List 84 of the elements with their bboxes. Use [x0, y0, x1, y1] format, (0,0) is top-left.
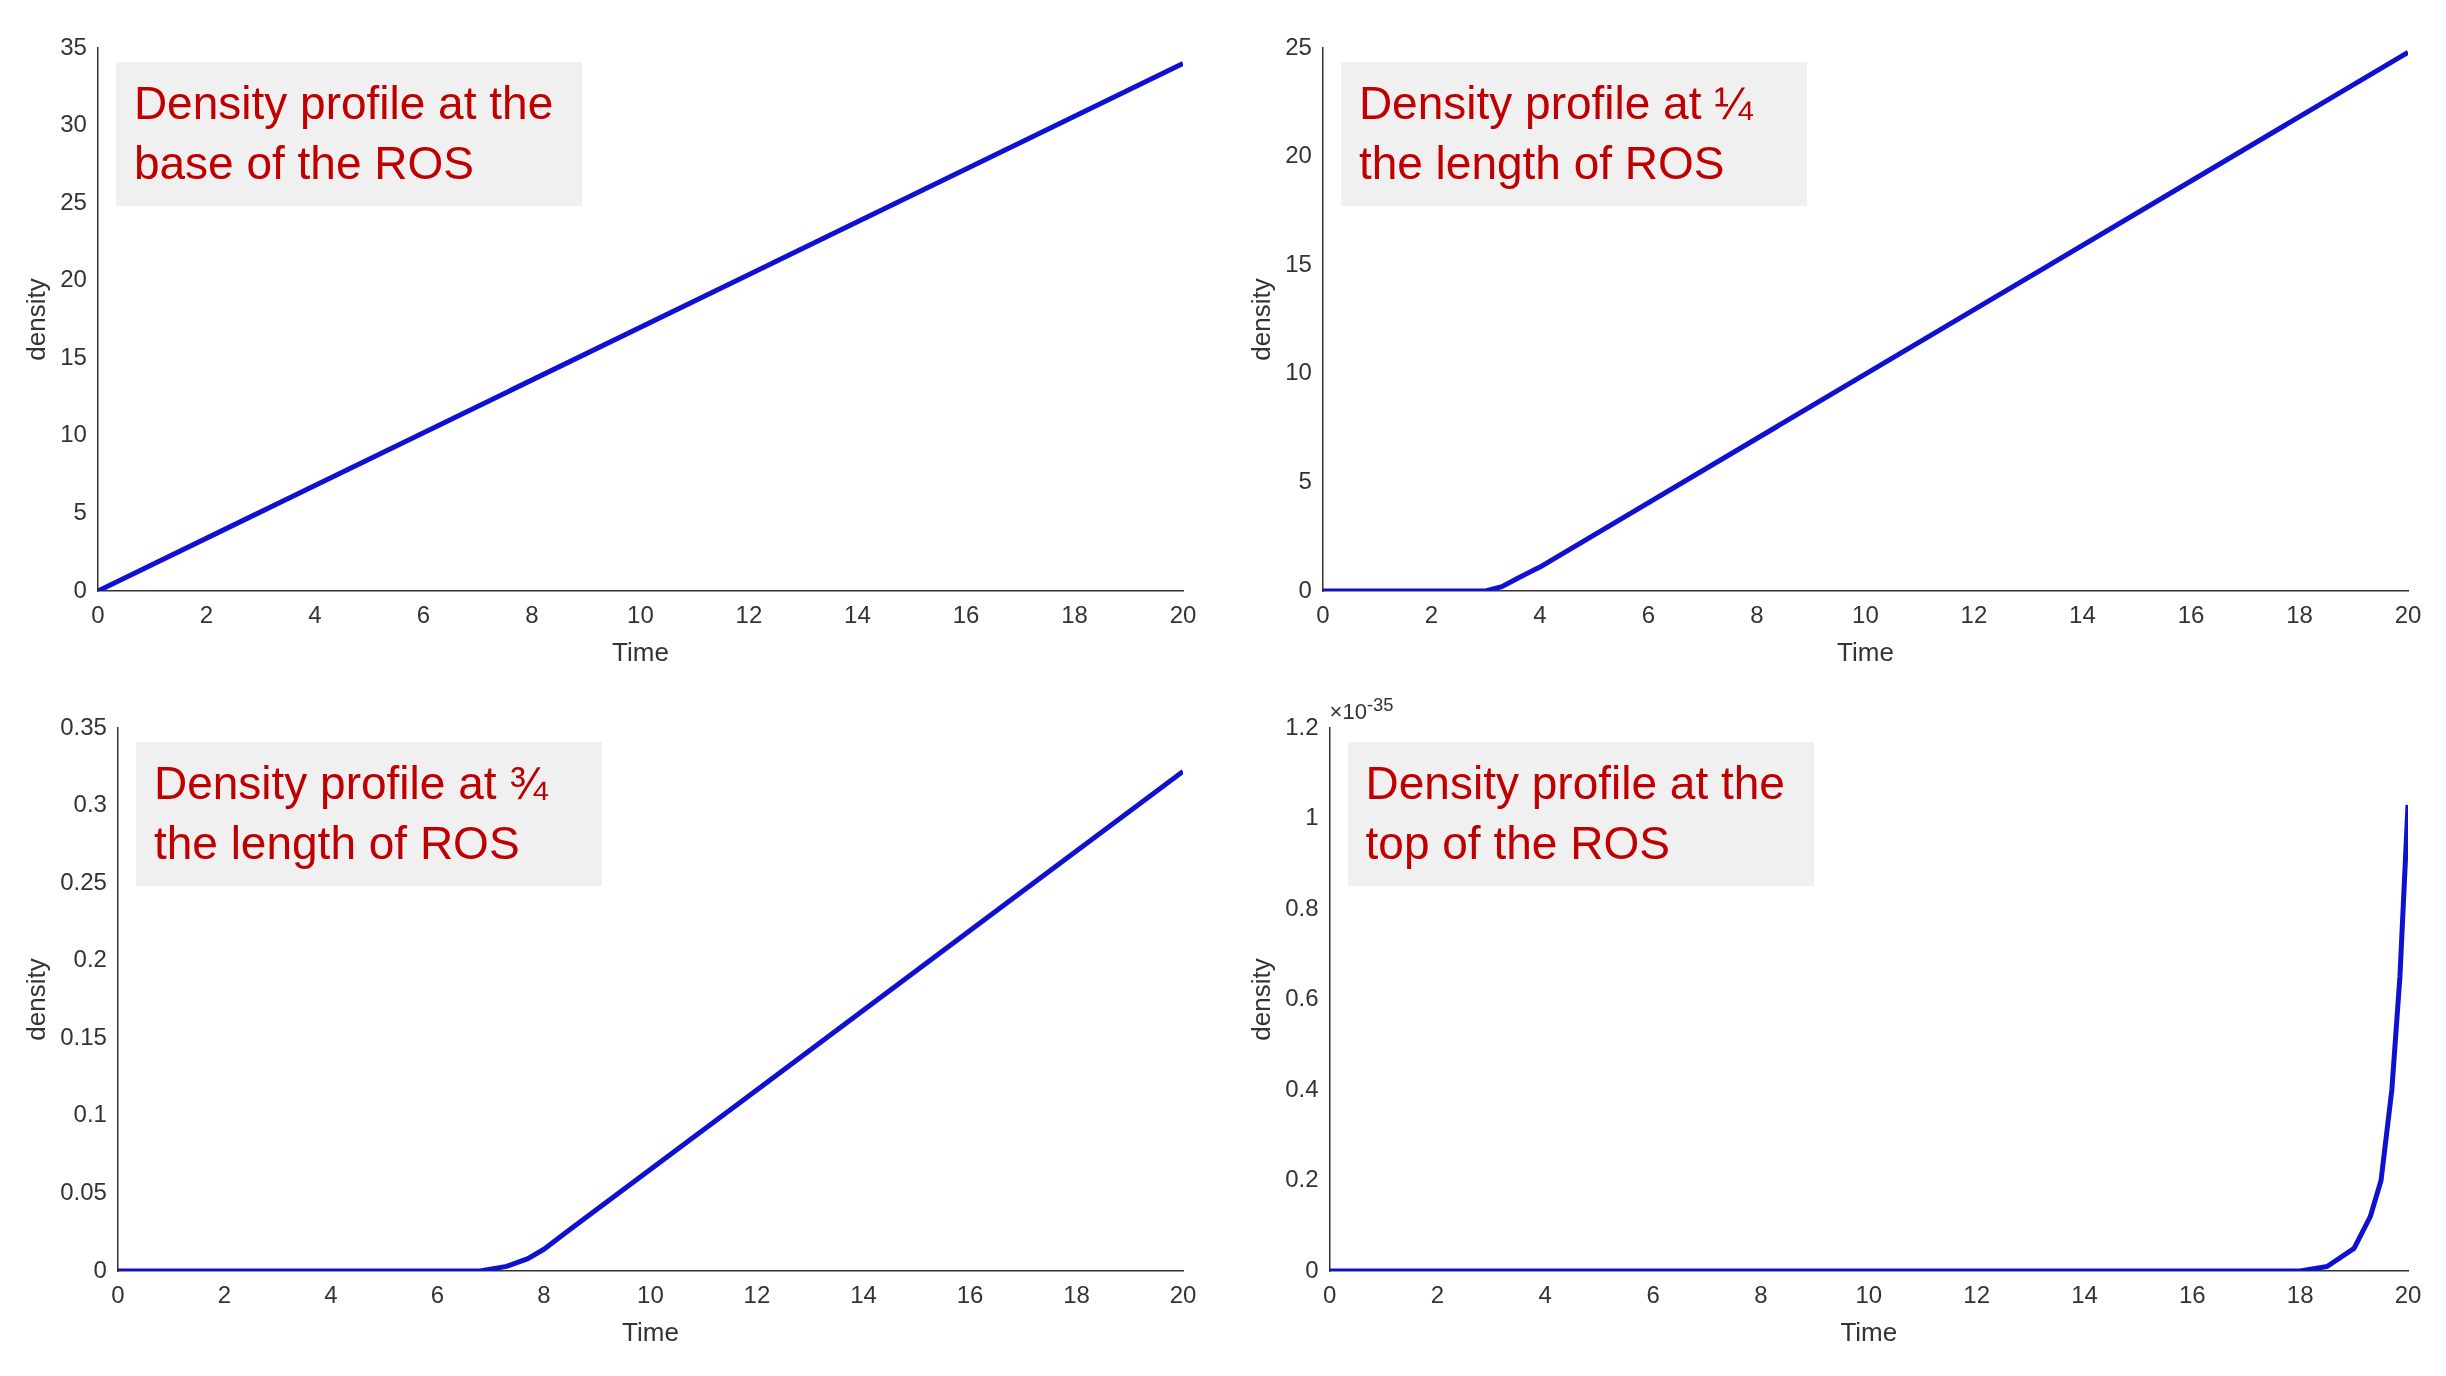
- x-tick-label: 18: [2286, 601, 2313, 629]
- x-tick-label: 14: [844, 601, 871, 629]
- x-axis-title: Time: [1837, 636, 1894, 667]
- x-tick-label: 14: [2069, 601, 2096, 629]
- x-tick-label: 12: [1960, 601, 1988, 629]
- y-tick-label: 15: [1285, 249, 1312, 277]
- text: Density profile at the base of the ROS: [115, 62, 582, 206]
- y-tick-label: 5: [1298, 467, 1312, 495]
- x-tick-label: 16: [956, 1281, 984, 1309]
- x-tick-label: 10: [627, 601, 654, 629]
- y-tick-label: 1.2: [1285, 712, 1319, 740]
- y-tick-label: 20: [60, 265, 87, 293]
- y-tick-label: 35: [60, 32, 87, 60]
- y-tick-label: 20: [1285, 141, 1312, 169]
- x-tick-label: 18: [1063, 1281, 1090, 1309]
- x-tick-label: 4: [1538, 1281, 1552, 1309]
- x-tick-label: 8: [1750, 601, 1764, 629]
- x-tick-label: 20: [1169, 1281, 1197, 1309]
- text: Density profile at ¼ the length of ROS: [1340, 62, 1807, 206]
- x-tick-label: 20: [1169, 601, 1197, 629]
- y-tick-label: 0: [1305, 1255, 1319, 1283]
- y-tick-label: 0.05: [60, 1178, 107, 1206]
- y-tick-label: 30: [60, 110, 87, 138]
- x-tick-label: 6: [430, 1281, 445, 1309]
- x-tick-label: 16: [952, 601, 980, 629]
- x-tick-label: 18: [2286, 1281, 2314, 1309]
- y-tick-label: 0: [73, 575, 87, 603]
- x-tick-label: 0: [1322, 1281, 1337, 1309]
- y-tick-label: 5: [73, 498, 87, 526]
- x-tick-label: 16: [2178, 1281, 2206, 1309]
- y-tick-label: 0.6: [1285, 984, 1319, 1012]
- x-tick-label: 6: [1646, 1281, 1660, 1309]
- text: ×10$^{-35}$: [1329, 694, 1394, 725]
- x-tick-label: 2: [1430, 1281, 1445, 1309]
- y-tick-label: 0.3: [73, 790, 107, 818]
- x-tick-label: 2: [199, 601, 214, 629]
- y-tick-label: 1: [1305, 803, 1319, 831]
- x-axis-title: Time: [612, 636, 669, 667]
- x-tick-label: 12: [1963, 1281, 1990, 1309]
- x-tick-label: 14: [2071, 1281, 2098, 1309]
- x-tick-label: 10: [637, 1281, 664, 1309]
- y-axis-title: density: [20, 958, 51, 1041]
- y-tick-label: 0.2: [73, 945, 107, 973]
- x-tick-label: 10: [1855, 1281, 1883, 1309]
- y-tick-label: 0.35: [60, 712, 107, 740]
- x-tick-label: 2: [217, 1281, 232, 1309]
- y-tick-label: 0.2: [1285, 1165, 1319, 1193]
- y-axis-title: density: [1245, 278, 1276, 361]
- y-tick-label: 10: [60, 420, 87, 448]
- x-axis-title: Time: [1840, 1316, 1898, 1347]
- x-tick-label: 2: [1424, 601, 1439, 629]
- x-tick-label: 8: [1754, 1281, 1768, 1309]
- y-tick-label: 0: [1298, 575, 1312, 603]
- y-tick-label: 25: [60, 187, 87, 215]
- x-tick-label: 0: [111, 1281, 125, 1309]
- y-tick-label: 15: [60, 342, 87, 370]
- y-tick-label: 10: [1285, 358, 1312, 386]
- x-tick-label: 4: [324, 1281, 338, 1309]
- y-axis-title: density: [20, 278, 51, 361]
- y-tick-label: 25: [1285, 32, 1312, 60]
- x-tick-label: 20: [2394, 601, 2422, 629]
- text: Density profile at the top of the ROS: [1347, 742, 1814, 886]
- text: Density profile at ¾ the length of ROS: [135, 742, 602, 886]
- x-tick-label: 12: [743, 1281, 771, 1309]
- x-tick-label: 4: [308, 601, 322, 629]
- y-tick-label: 0: [93, 1255, 107, 1283]
- y-tick-label: 0.15: [60, 1022, 107, 1050]
- x-tick-label: 12: [735, 601, 763, 629]
- x-tick-label: 4: [1533, 601, 1547, 629]
- x-tick-label: 8: [525, 601, 539, 629]
- y-tick-label: 0.4: [1285, 1074, 1319, 1102]
- x-tick-label: 18: [1061, 601, 1088, 629]
- y-tick-label: 0.25: [60, 867, 107, 895]
- y-axis-title: density: [1245, 958, 1276, 1041]
- x-tick-label: 20: [2394, 1281, 2422, 1309]
- x-tick-label: 10: [1852, 601, 1879, 629]
- x-tick-label: 14: [850, 1281, 877, 1309]
- x-axis-title: Time: [622, 1316, 679, 1347]
- x-tick-label: 6: [1641, 601, 1656, 629]
- x-tick-label: 6: [416, 601, 431, 629]
- y-tick-label: 0.1: [73, 1100, 107, 1128]
- x-tick-label: 8: [537, 1281, 551, 1309]
- y-tick-label: 0.8: [1285, 893, 1319, 921]
- x-tick-label: 16: [2177, 601, 2205, 629]
